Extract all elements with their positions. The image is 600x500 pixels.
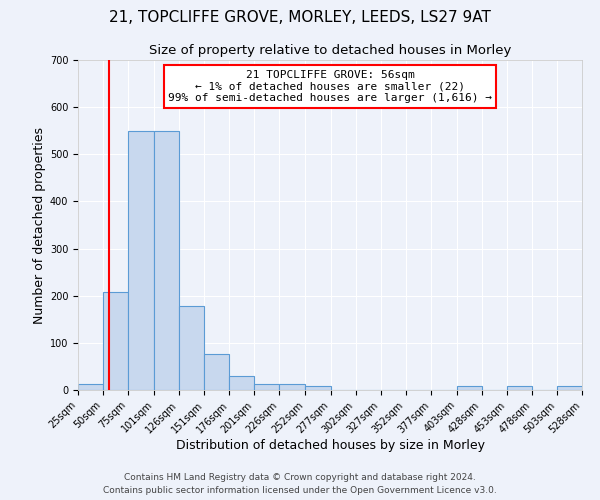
Bar xyxy=(280,384,305,390)
Bar xyxy=(557,386,582,390)
Title: Size of property relative to detached houses in Morley: Size of property relative to detached ho… xyxy=(149,44,511,58)
Bar xyxy=(179,306,204,390)
Text: 21 TOPCLIFFE GROVE: 56sqm
← 1% of detached houses are smaller (22)
99% of semi-d: 21 TOPCLIFFE GROVE: 56sqm ← 1% of detach… xyxy=(168,70,492,103)
Text: 21, TOPCLIFFE GROVE, MORLEY, LEEDS, LS27 9AT: 21, TOPCLIFFE GROVE, MORLEY, LEEDS, LS27… xyxy=(109,10,491,25)
Bar xyxy=(229,376,254,390)
Bar xyxy=(507,386,532,390)
Bar xyxy=(154,130,179,390)
Bar xyxy=(128,130,154,390)
Bar xyxy=(254,384,280,390)
Bar xyxy=(78,384,103,390)
Bar xyxy=(457,386,482,390)
Text: Contains HM Land Registry data © Crown copyright and database right 2024.
Contai: Contains HM Land Registry data © Crown c… xyxy=(103,474,497,495)
Bar xyxy=(305,386,331,390)
Bar xyxy=(204,354,229,390)
Y-axis label: Number of detached properties: Number of detached properties xyxy=(32,126,46,324)
X-axis label: Distribution of detached houses by size in Morley: Distribution of detached houses by size … xyxy=(176,439,485,452)
Bar xyxy=(103,292,128,390)
